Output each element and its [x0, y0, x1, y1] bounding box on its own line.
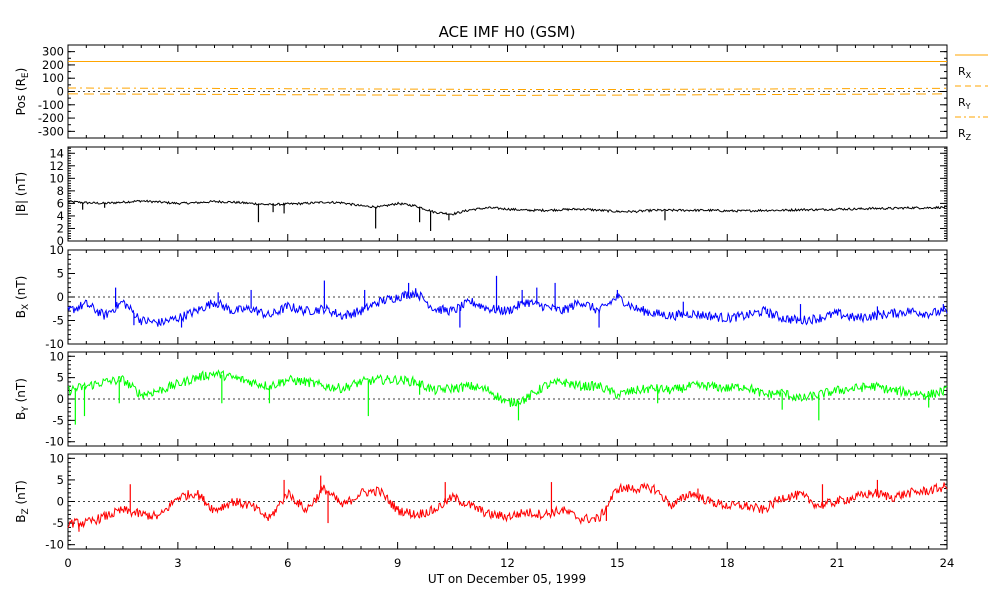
- y-tick-label: 5: [57, 473, 64, 487]
- y-tick-label: -10: [45, 337, 64, 351]
- y-tick-label: 300: [42, 45, 64, 59]
- y-tick-labels-bx: -10 -5 0 5 10: [45, 243, 947, 351]
- x-tick-marks-bx: [67, 250, 948, 344]
- y-axis-label-end: (nT): [14, 378, 28, 406]
- legend-label-rz: RZ: [958, 127, 972, 142]
- y-axis-label-sub: E: [21, 72, 31, 78]
- y-tick-label: -10: [45, 538, 64, 552]
- y-axis-label-sub: X: [21, 304, 31, 310]
- legend-label-sub: Y: [965, 102, 971, 111]
- x-tick-label: 12: [500, 556, 515, 570]
- x-tick-label: 21: [830, 556, 845, 570]
- y-tick-label: -200: [38, 111, 64, 125]
- panel-frame-bmag: [67, 146, 948, 242]
- y-tick-label: 6: [57, 196, 64, 210]
- y-tick-labels-bz: -10 -5 0 5 10: [45, 451, 947, 552]
- x-tick-marks-bz: [67, 454, 948, 549]
- y-axis-label-bmag: |B| (nT): [14, 172, 28, 216]
- y-axis-label-by: BY (nT): [14, 378, 31, 420]
- y-tick-label: 2: [57, 221, 64, 235]
- y-tick-label: 0: [57, 495, 64, 509]
- x-tick-label: 15: [610, 556, 625, 570]
- y-tick-label: 5: [57, 267, 64, 281]
- y-axis-label-sub: Y: [21, 406, 31, 413]
- series-line-bz: [67, 482, 948, 530]
- y-tick-labels-by: -10 -5 0 5 10: [45, 349, 947, 449]
- y-tick-label: 8: [57, 184, 64, 198]
- y-tick-label: -100: [38, 98, 64, 112]
- legend-label-ry: RY: [958, 96, 971, 111]
- y-tick-label: -300: [38, 124, 64, 138]
- chart-title: ACE IMF H0 (GSM): [439, 23, 576, 41]
- legend-label-main: R: [958, 65, 966, 78]
- y-axis-label-main: B: [14, 515, 28, 523]
- y-axis-label-bx: BX (nT): [14, 276, 31, 319]
- x-axis-label: UT on December 05, 1999: [428, 572, 586, 586]
- y-axis-label-bz: BZ (nT): [14, 480, 31, 523]
- y-tick-label: 200: [42, 58, 64, 72]
- y-tick-label: -5: [53, 413, 64, 427]
- y-tick-label: -10: [45, 435, 64, 449]
- y-axis-label-end: ): [14, 68, 28, 73]
- y-axis-label-end: (nT): [14, 480, 28, 508]
- y-tick-label: 100: [42, 71, 64, 85]
- x-tick-label: 18: [720, 556, 735, 570]
- y-tick-label: 14: [49, 146, 64, 160]
- panel-by: -10 -5 0 5 10 BY (nT): [14, 349, 948, 449]
- x-tick-marks-bmag: [67, 147, 948, 241]
- x-tick-label: 24: [940, 556, 955, 570]
- y-tick-label: -5: [53, 314, 64, 328]
- x-axis-tick-labels: 0 3 6 9 12 15 18 21 24: [64, 556, 954, 570]
- y-tick-label: 10: [49, 349, 64, 363]
- y-tick-label: 0: [57, 234, 64, 248]
- x-tick-label: 9: [394, 556, 401, 570]
- x-tick-label: 6: [284, 556, 291, 570]
- legend-label-main: R: [958, 96, 966, 109]
- y-tick-label: 0: [57, 392, 64, 406]
- legend-label-sub: Z: [966, 133, 972, 142]
- legend-label-rx: RX: [958, 65, 972, 80]
- series-line-by: [67, 369, 948, 407]
- y-axis-label-main: |B| (nT): [14, 172, 28, 216]
- y-axis-label-main: B: [14, 310, 28, 318]
- series-line-bx: [67, 288, 948, 327]
- y-tick-label: 10: [49, 171, 64, 185]
- y-tick-label: 12: [49, 159, 64, 173]
- legend-label-main: R: [958, 127, 966, 140]
- x-tick-marks-by: [67, 352, 948, 446]
- y-axis-label-end: (nT): [14, 276, 28, 304]
- y-axis-label-main: Pos (R: [14, 78, 28, 115]
- y-axis-label-main: B: [14, 412, 28, 420]
- series-line-bmag: [67, 199, 948, 216]
- legend-label-sub: X: [966, 71, 972, 80]
- y-tick-label: 4: [57, 209, 64, 223]
- series-line-rz: [67, 87, 948, 90]
- y-tick-label: -5: [53, 516, 64, 530]
- y-tick-label: 5: [57, 371, 64, 385]
- x-tick-marks-pos: [67, 45, 948, 138]
- panel-bx: -10 -5 0 5 10 BX (nT): [14, 243, 948, 351]
- y-axis-label-sub: Z: [21, 508, 31, 514]
- y-axis-label-pos: Pos (RE): [14, 68, 31, 116]
- y-tick-label: 10: [49, 451, 64, 465]
- x-tick-label: 0: [64, 556, 71, 570]
- series-line-ry: [67, 93, 948, 96]
- y-tick-label: 0: [57, 85, 64, 99]
- panel-bz: -10 -5 0 5 10 BZ (nT): [14, 451, 948, 552]
- y-tick-label: 10: [49, 243, 64, 257]
- y-tick-label: 0: [57, 290, 64, 304]
- x-tick-label: 3: [174, 556, 181, 570]
